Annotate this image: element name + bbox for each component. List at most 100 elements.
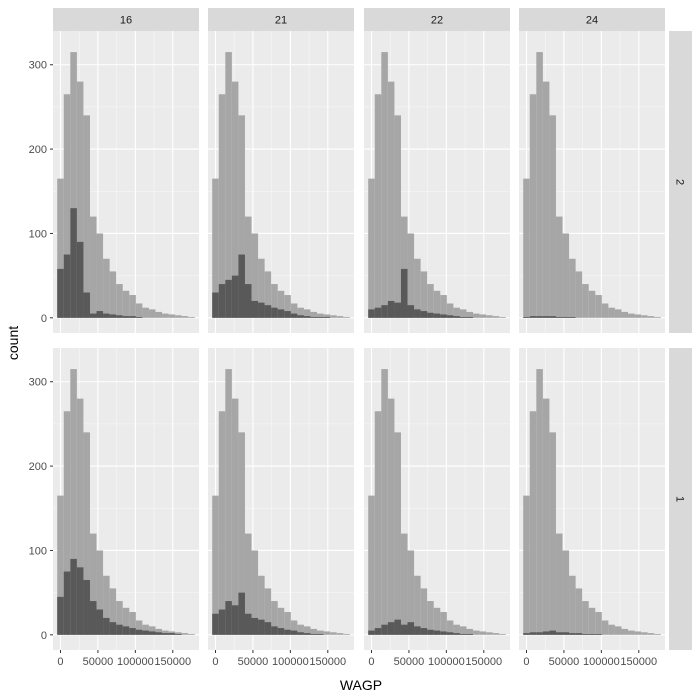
histogram-bar-all — [582, 284, 589, 318]
histogram-bar-all — [562, 233, 570, 318]
histogram-bar-subset — [536, 316, 543, 318]
histogram-bar-subset — [317, 316, 324, 318]
histogram-bar-subset — [562, 316, 570, 318]
histogram-bar-all — [601, 303, 609, 318]
histogram-bar-all — [368, 178, 375, 318]
histogram-bar-all — [588, 290, 596, 318]
histogram-bar-all — [499, 316, 506, 318]
histogram-bar-all — [251, 233, 259, 318]
histogram-bar-all — [628, 313, 635, 318]
histogram-bar-subset — [231, 605, 239, 635]
histogram-bar-subset — [400, 624, 408, 635]
x-tick-label: 0 — [523, 656, 529, 668]
histogram-bar-all — [258, 575, 265, 635]
histogram-bar-all — [562, 550, 570, 635]
histogram-bar-subset — [414, 309, 421, 318]
panel-row-2-col-16 — [53, 31, 199, 333]
histogram-bar-subset — [407, 622, 415, 635]
x-tick-label: 50000 — [83, 656, 114, 668]
histogram-bar-subset — [453, 316, 460, 318]
histogram-bar-all — [284, 295, 291, 318]
strip-background — [364, 8, 510, 31]
histogram-bar-all — [271, 601, 278, 635]
y-tick-label: 300 — [29, 377, 47, 389]
histogram-bar-subset — [63, 254, 71, 318]
histogram-bar-subset — [440, 631, 447, 635]
histogram-bar-subset — [271, 307, 278, 318]
histogram-bar-subset — [368, 309, 375, 318]
y-tick-label: 100 — [29, 545, 47, 557]
histogram-bar-subset — [394, 302, 401, 318]
strip-col-21: 21 — [208, 8, 354, 31]
histogram-bar-all — [614, 626, 622, 635]
histogram-bar-all — [96, 233, 104, 318]
histogram-bar-subset — [109, 622, 117, 635]
histogram-bar-subset — [135, 316, 143, 318]
histogram-bar-all — [181, 316, 189, 318]
x-tick-label: 150000 — [465, 656, 502, 668]
histogram-bar-all — [142, 307, 149, 318]
histogram-bar-subset — [368, 630, 375, 635]
histogram-bar-subset — [63, 571, 71, 635]
histogram-bar-all — [654, 633, 661, 635]
y-axis-title: count — [5, 326, 21, 360]
histogram-bar-subset — [595, 633, 602, 635]
histogram-bar-subset — [70, 208, 77, 318]
x-tick-label: 150000 — [154, 656, 191, 668]
histogram-bar-subset — [523, 633, 530, 635]
histogram-bar-subset — [303, 316, 311, 318]
histogram-bar-subset — [446, 632, 454, 635]
x-tick-label: 150000 — [620, 656, 657, 668]
y-tick-label: 0 — [41, 630, 47, 642]
histogram-bar-subset — [238, 592, 245, 635]
panels — [53, 31, 665, 650]
histogram-bar-subset — [251, 617, 259, 635]
histogram-bar-all — [575, 271, 583, 318]
histogram-bar-all — [420, 588, 428, 635]
histogram-bar-all — [181, 633, 189, 635]
histogram-bar-subset — [212, 613, 219, 635]
histogram-bar-all — [523, 495, 530, 635]
histogram-bar-subset — [212, 292, 219, 318]
histogram-bar-all — [109, 271, 117, 318]
histogram-bar-all — [381, 369, 388, 635]
histogram-bar-all — [459, 626, 467, 635]
histogram-bar-subset — [387, 622, 395, 635]
histogram-bar-all — [486, 315, 493, 318]
histogram-bar-all — [440, 612, 447, 635]
histogram-bar-all — [70, 369, 77, 635]
histogram-bar-all — [238, 432, 245, 635]
x-tick-label: 100000 — [272, 656, 309, 668]
histogram-bar-all — [427, 284, 434, 318]
histogram-bar-all — [57, 178, 64, 318]
histogram-bar-all — [654, 316, 661, 318]
histogram-bar-all — [212, 495, 219, 635]
histogram-bar-subset — [414, 626, 421, 635]
x-tick-label: 50000 — [394, 656, 425, 668]
histogram-bar-all — [83, 432, 90, 635]
histogram-bar-all — [323, 631, 331, 635]
histogram-bar-subset — [76, 241, 84, 318]
histogram-bar-all — [109, 588, 117, 635]
histogram-bar-all — [647, 633, 655, 635]
histogram-bar-subset — [116, 315, 123, 318]
histogram-bar-all — [529, 94, 537, 318]
histogram-bar-all — [57, 495, 64, 635]
histogram-bar-all — [555, 533, 563, 635]
histogram-bar-all — [244, 216, 252, 318]
histogram-bar-all — [129, 612, 136, 635]
histogram-bar-all — [466, 628, 474, 635]
histogram-bar-all — [453, 624, 460, 635]
x-tick-label: 0 — [57, 656, 63, 668]
histogram-bar-all — [407, 550, 415, 635]
histogram-bar-all — [595, 295, 602, 318]
histogram-bar-all — [641, 632, 648, 635]
strip-label-col: 16 — [120, 15, 132, 27]
histogram-bar-all — [225, 369, 232, 635]
x-axis-title: WAGP — [340, 677, 382, 693]
histogram-bar-subset — [277, 628, 285, 635]
panel-row-1-col-16 — [53, 348, 199, 650]
histogram-bar-subset — [555, 316, 563, 318]
histogram-bar-all — [251, 550, 259, 635]
histogram-bar-all — [440, 295, 447, 318]
